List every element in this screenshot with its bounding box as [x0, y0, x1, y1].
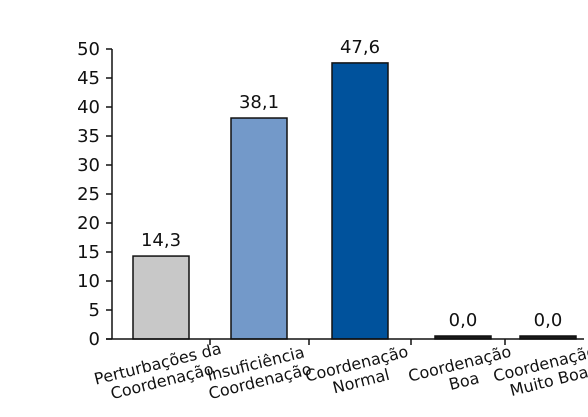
bar-value-label: 47,6: [340, 37, 380, 58]
bar-value-label: 0,0: [534, 310, 563, 331]
bar-value-label: 38,1: [239, 92, 279, 113]
bar: [230, 117, 288, 340]
y-tick-label: 35: [77, 126, 100, 147]
y-tick-label: 25: [77, 184, 100, 205]
bar-value-label: 0,0: [449, 310, 478, 331]
y-tick-label: 15: [77, 242, 100, 263]
x-axis: Perturbações daCoordenaçãoInsuficiênciaC…: [92, 338, 588, 403]
y-tick-label: 40: [77, 97, 100, 118]
y-tick-label: 50: [77, 39, 100, 60]
y-tick-label: 30: [77, 155, 100, 176]
y-tick-label: 0: [89, 329, 100, 350]
y-tick-label: 10: [77, 271, 100, 292]
y-tick-label: 45: [77, 68, 100, 89]
y-tick-label: 20: [77, 213, 100, 234]
bars: 14,3 38,1 47,6 0,0 0,0: [132, 37, 577, 340]
y-tick-label: 5: [89, 300, 100, 321]
bar-value-label: 14,3: [141, 230, 181, 251]
bar: [132, 255, 190, 340]
y-axis: 0 5 10 15 20 25 30 35 40 45 50: [77, 39, 113, 350]
bar: [331, 62, 389, 340]
